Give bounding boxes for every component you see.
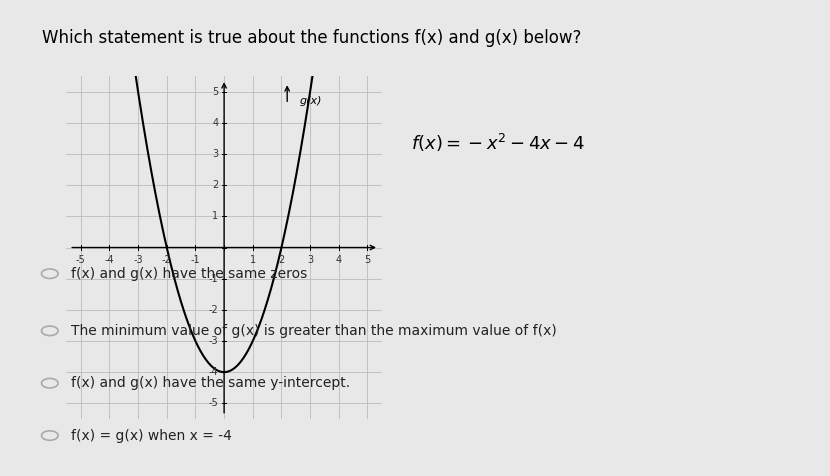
- Text: 3: 3: [307, 255, 313, 265]
- Text: 2: 2: [278, 255, 285, 265]
- Text: 2: 2: [212, 180, 218, 190]
- Text: 5: 5: [212, 87, 218, 97]
- Text: The minimum value of g(x) is greater than the maximum value of f(x): The minimum value of g(x) is greater tha…: [71, 324, 556, 338]
- Text: 3: 3: [212, 149, 218, 159]
- Text: -2: -2: [208, 305, 218, 315]
- Text: -4: -4: [105, 255, 115, 265]
- Text: -1: -1: [191, 255, 200, 265]
- Text: -5: -5: [208, 398, 218, 408]
- Text: f(x) and g(x) have the same y-intercept.: f(x) and g(x) have the same y-intercept.: [71, 376, 349, 390]
- Text: Which statement is true about the functions f(x) and g(x) below?: Which statement is true about the functi…: [42, 29, 581, 47]
- Text: 4: 4: [212, 118, 218, 128]
- Text: g(x): g(x): [300, 96, 323, 106]
- Text: 5: 5: [364, 255, 370, 265]
- Text: f(x) = g(x) when x = -4: f(x) = g(x) when x = -4: [71, 428, 232, 443]
- Text: $f(x) = -x^2 - 4x - 4$: $f(x) = -x^2 - 4x - 4$: [411, 132, 585, 154]
- Text: -3: -3: [208, 336, 218, 346]
- Text: -3: -3: [134, 255, 143, 265]
- Text: -5: -5: [76, 255, 85, 265]
- Text: -1: -1: [208, 274, 218, 284]
- Text: f(x) and g(x) have the same zeros: f(x) and g(x) have the same zeros: [71, 267, 307, 281]
- Text: 1: 1: [212, 211, 218, 221]
- Text: -4: -4: [208, 367, 218, 377]
- Text: 1: 1: [250, 255, 256, 265]
- Text: 4: 4: [335, 255, 342, 265]
- Text: -2: -2: [162, 255, 172, 265]
